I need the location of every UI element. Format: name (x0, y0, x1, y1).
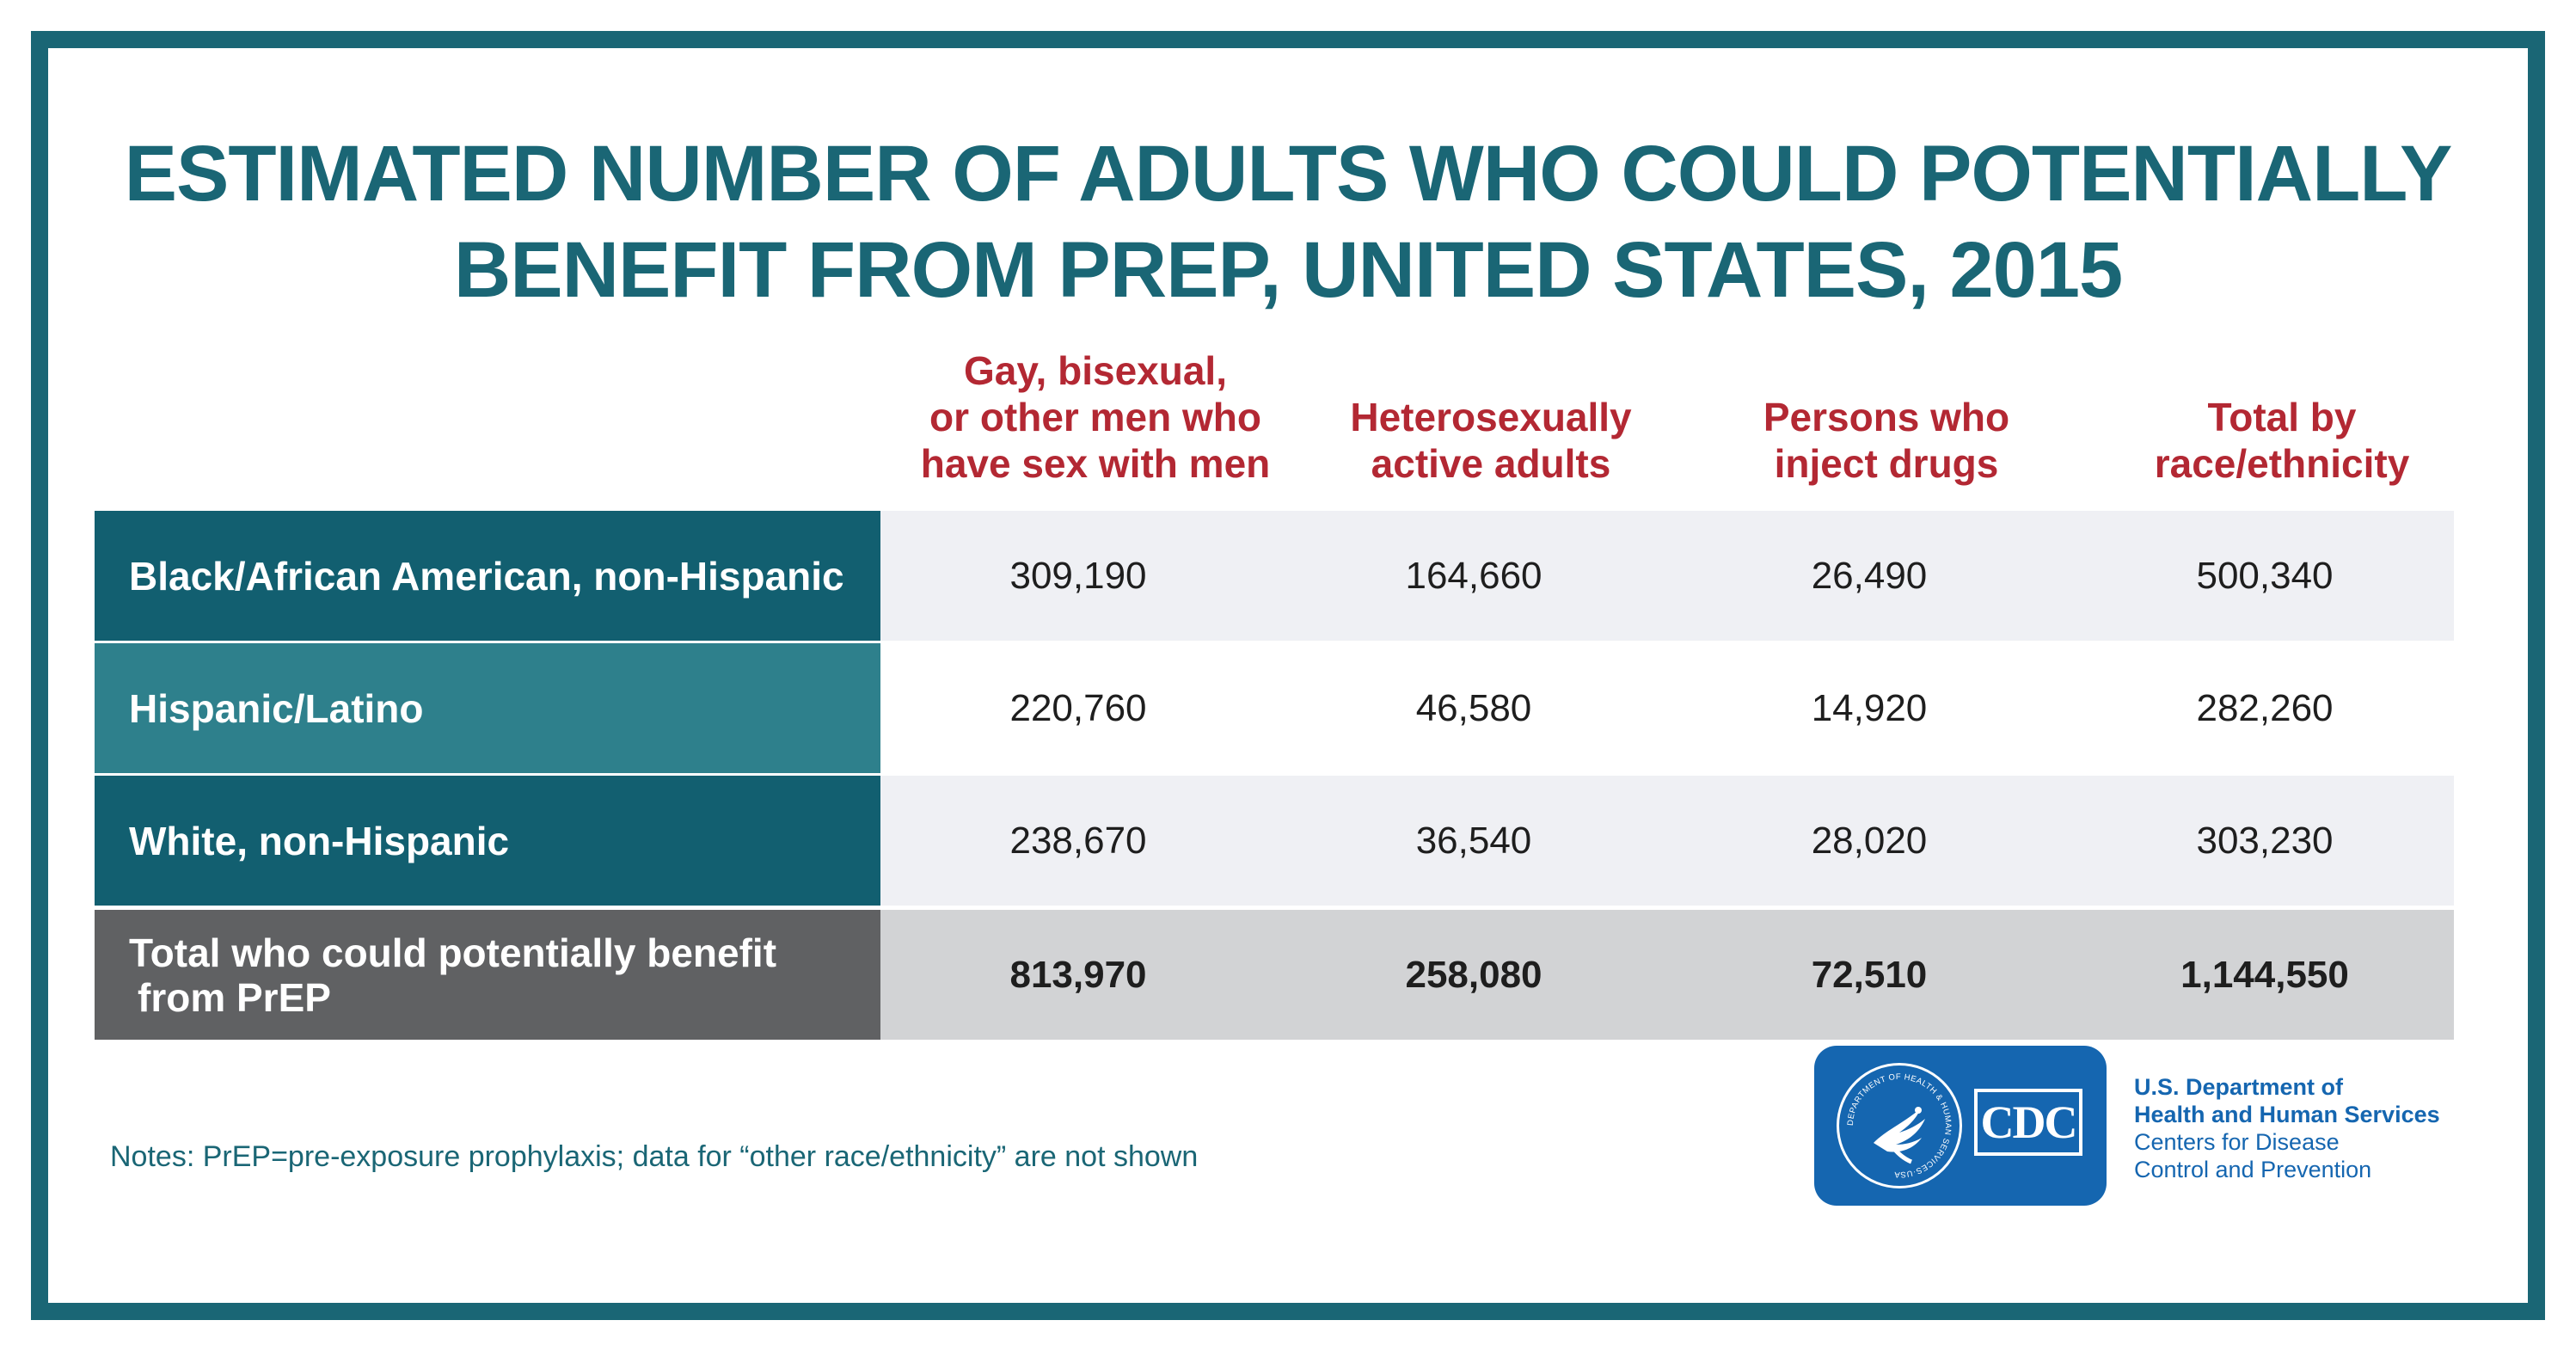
title-line-1: ESTIMATED NUMBER OF ADULTS WHO COULD POT… (124, 130, 2453, 218)
table-cell: 46,580 (1415, 686, 1532, 729)
row-cells: 238,670 36,540 28,020 303,230 (880, 776, 2454, 906)
table-cell: 258,080 (1405, 953, 1543, 996)
table-cell: 14,920 (1811, 686, 1928, 729)
chart-title: ESTIMATED NUMBER OF ADULTS WHO COULD POT… (48, 126, 2528, 318)
table-cell: 26,490 (1811, 554, 1928, 597)
title-line-2: BENEFIT FROM PREP, UNITED STATES, 2015 (453, 226, 2123, 314)
cdc-logo-box: CDC (1974, 1089, 2082, 1156)
row-label: Hispanic/Latino (95, 643, 880, 773)
table-cell: 309,190 (1009, 554, 1147, 597)
row-label: Black/African American, non-Hispanic (95, 511, 880, 641)
column-header-total: Total by race/ethnicity (2084, 284, 2480, 487)
table-cell: 238,670 (1009, 819, 1147, 862)
table-cell: 164,660 (1405, 554, 1543, 597)
column-header-line: have sex with men (920, 441, 1271, 486)
row-cells: 813,970 258,080 72,510 1,144,550 (880, 910, 2454, 1040)
column-header-heterosexual: Heterosexually active adults (1293, 284, 1689, 487)
column-header-pwid: Persons who inject drugs (1689, 284, 2084, 487)
table-row-white: White, non-Hispanic 238,670 36,540 28,02… (95, 776, 2454, 906)
org-line-2: Health and Human Services (2134, 1102, 2440, 1127)
row-cells: 220,760 46,580 14,920 282,260 (880, 643, 2454, 773)
table-cell: 1,144,550 (2180, 953, 2349, 996)
column-header-msm: Gay, bisexual, or other men who have sex… (898, 284, 1293, 487)
column-header-line: Gay, bisexual, (964, 348, 1227, 393)
org-line-4: Control and Prevention (2134, 1157, 2372, 1182)
table-cell: 813,970 (1009, 953, 1147, 996)
hhs-seal-icon: DEPARTMENT OF HEALTH & HUMAN SERVICES·US… (1837, 1063, 1962, 1188)
table-cell: 28,020 (1811, 819, 1928, 862)
row-cells: 309,190 164,660 26,490 500,340 (880, 511, 2454, 641)
hhs-cdc-logo: DEPARTMENT OF HEALTH & HUMAN SERVICES·US… (1814, 1046, 2107, 1206)
column-header-line: active adults (1371, 441, 1611, 486)
org-line-1: U.S. Department of (2134, 1074, 2344, 1100)
column-header-line: inject drugs (1774, 441, 1999, 486)
org-name: U.S. Department of Health and Human Serv… (2134, 1073, 2495, 1183)
total-label-line-2: from PrEP (138, 974, 331, 1020)
table-row-hispanic: Hispanic/Latino 220,760 46,580 14,920 28… (95, 643, 2454, 773)
total-label-line-1: Total who could potentially benefit (129, 930, 777, 975)
table-cell: 282,260 (2196, 686, 2334, 729)
column-header-line: Total by (2207, 395, 2357, 439)
table-cell: 220,760 (1009, 686, 1147, 729)
cdc-logo-text: CDC (1980, 1096, 2078, 1148)
table-row-total: Total who could potentially benefit from… (95, 910, 2454, 1040)
column-header-line: Persons who (1763, 395, 2010, 439)
column-header-line: Heterosexually (1350, 395, 1632, 439)
table-cell: 72,510 (1811, 953, 1928, 996)
column-header-line: or other men who (929, 395, 1261, 439)
table-row-black: Black/African American, non-Hispanic 309… (95, 511, 2454, 641)
total-row-label: Total who could potentially benefit from… (95, 910, 880, 1040)
table-cell: 500,340 (2196, 554, 2334, 597)
row-label: White, non-Hispanic (95, 776, 880, 906)
table-cell: 303,230 (2196, 819, 2334, 862)
org-line-3: Centers for Disease (2134, 1129, 2340, 1155)
footnote: Notes: PrEP=pre-exposure prophylaxis; da… (110, 1140, 1199, 1173)
table-cell: 36,540 (1415, 819, 1532, 862)
column-header-line: race/ethnicity (2154, 441, 2410, 486)
hhs-eagle-icon: DEPARTMENT OF HEALTH & HUMAN SERVICES·US… (1846, 1072, 1953, 1179)
